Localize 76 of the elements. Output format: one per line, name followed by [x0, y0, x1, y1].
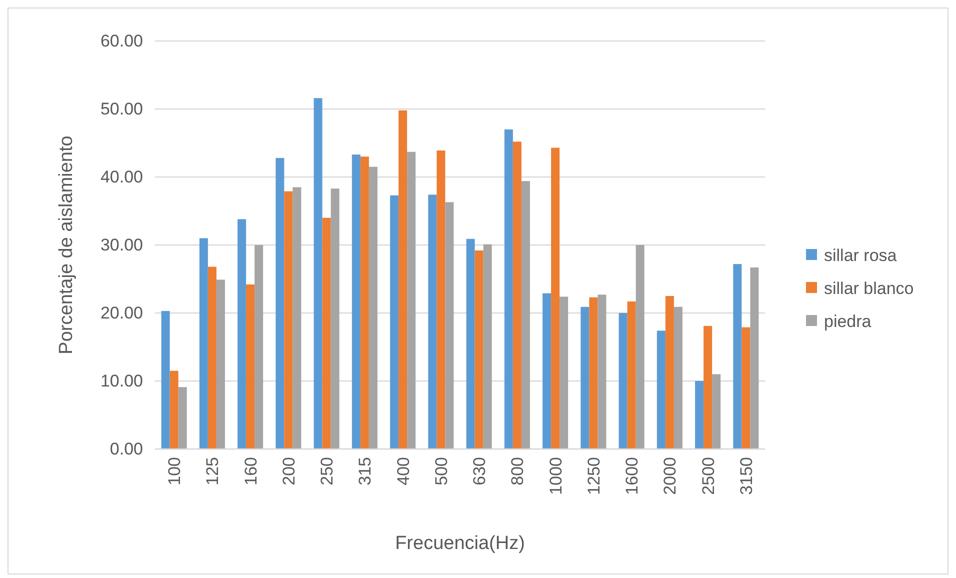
bar — [580, 306, 590, 449]
bar — [368, 166, 378, 449]
x-tick-label: 200 — [279, 457, 298, 486]
x-tick-label: 2000 — [660, 457, 680, 495]
bar — [656, 330, 666, 449]
x-tick-label: 250 — [318, 457, 337, 486]
y-tick-label: 20.00 — [100, 303, 143, 322]
bar — [618, 313, 628, 449]
x-tick-label: 1000 — [546, 457, 566, 495]
x-tick-label: 125 — [203, 457, 222, 486]
bar — [276, 158, 284, 449]
y-tick-label: 40.00 — [100, 167, 143, 186]
bar — [170, 370, 178, 449]
y-tick-label: 30.00 — [100, 235, 143, 254]
bar — [695, 381, 704, 449]
x-tick-label: 315 — [356, 457, 375, 486]
bar — [407, 152, 416, 449]
bar — [428, 194, 437, 449]
bar — [542, 293, 552, 449]
bar — [445, 202, 454, 449]
bar — [665, 296, 674, 449]
bar — [733, 264, 742, 449]
bar — [742, 327, 750, 449]
bar — [398, 110, 408, 449]
bar — [330, 188, 340, 449]
bar — [254, 245, 264, 449]
x-tick-label: 1600 — [622, 457, 642, 495]
bar — [483, 244, 492, 449]
bar — [292, 187, 302, 449]
bar — [390, 195, 399, 449]
bar — [521, 181, 530, 449]
bar — [504, 129, 513, 449]
x-tick-label: 400 — [394, 457, 413, 486]
x-tick-label: 1250 — [584, 457, 604, 495]
bar — [551, 148, 560, 449]
bar — [238, 219, 246, 449]
x-tick-label: 160 — [241, 457, 260, 486]
bar — [466, 238, 475, 449]
bar — [474, 250, 484, 449]
bar — [674, 306, 682, 449]
bar — [750, 267, 759, 449]
bar — [512, 142, 522, 449]
x-tick-label: 500 — [432, 457, 451, 486]
legend-label: sillar blanco — [824, 278, 914, 298]
y-tick-label: 60.00 — [100, 31, 143, 50]
bar — [589, 297, 598, 449]
x-axis-title: Frecuencia(Hz) — [395, 533, 525, 554]
bar — [704, 326, 712, 449]
bar — [636, 245, 644, 449]
x-tick-label: 100 — [165, 457, 184, 486]
y-tick-label: 0.00 — [110, 439, 143, 458]
bar — [712, 374, 721, 449]
x-tick-label: 630 — [470, 457, 490, 486]
bar — [314, 98, 322, 449]
bar — [284, 191, 293, 449]
legend-label: sillar rosa — [824, 246, 898, 265]
x-tick-label: 800 — [508, 457, 528, 486]
bar — [216, 280, 225, 449]
legend-label: piedra — [824, 312, 872, 331]
y-tick-label: 10.00 — [100, 371, 143, 390]
bar — [178, 387, 187, 449]
bar — [322, 218, 331, 449]
bar — [598, 294, 606, 449]
y-axis-title: Porcentaje de aislamiento — [56, 136, 77, 354]
bar — [352, 154, 360, 449]
y-tick-label: 50.00 — [100, 99, 143, 118]
bar — [627, 301, 636, 449]
bar — [161, 310, 170, 449]
bar — [360, 156, 369, 449]
bar — [208, 266, 216, 449]
bar — [246, 284, 255, 449]
x-tick-label: 3150 — [736, 457, 756, 495]
bar — [436, 150, 446, 449]
x-tick-label: 2500 — [698, 457, 718, 495]
bar — [199, 238, 208, 449]
bar — [560, 296, 568, 449]
